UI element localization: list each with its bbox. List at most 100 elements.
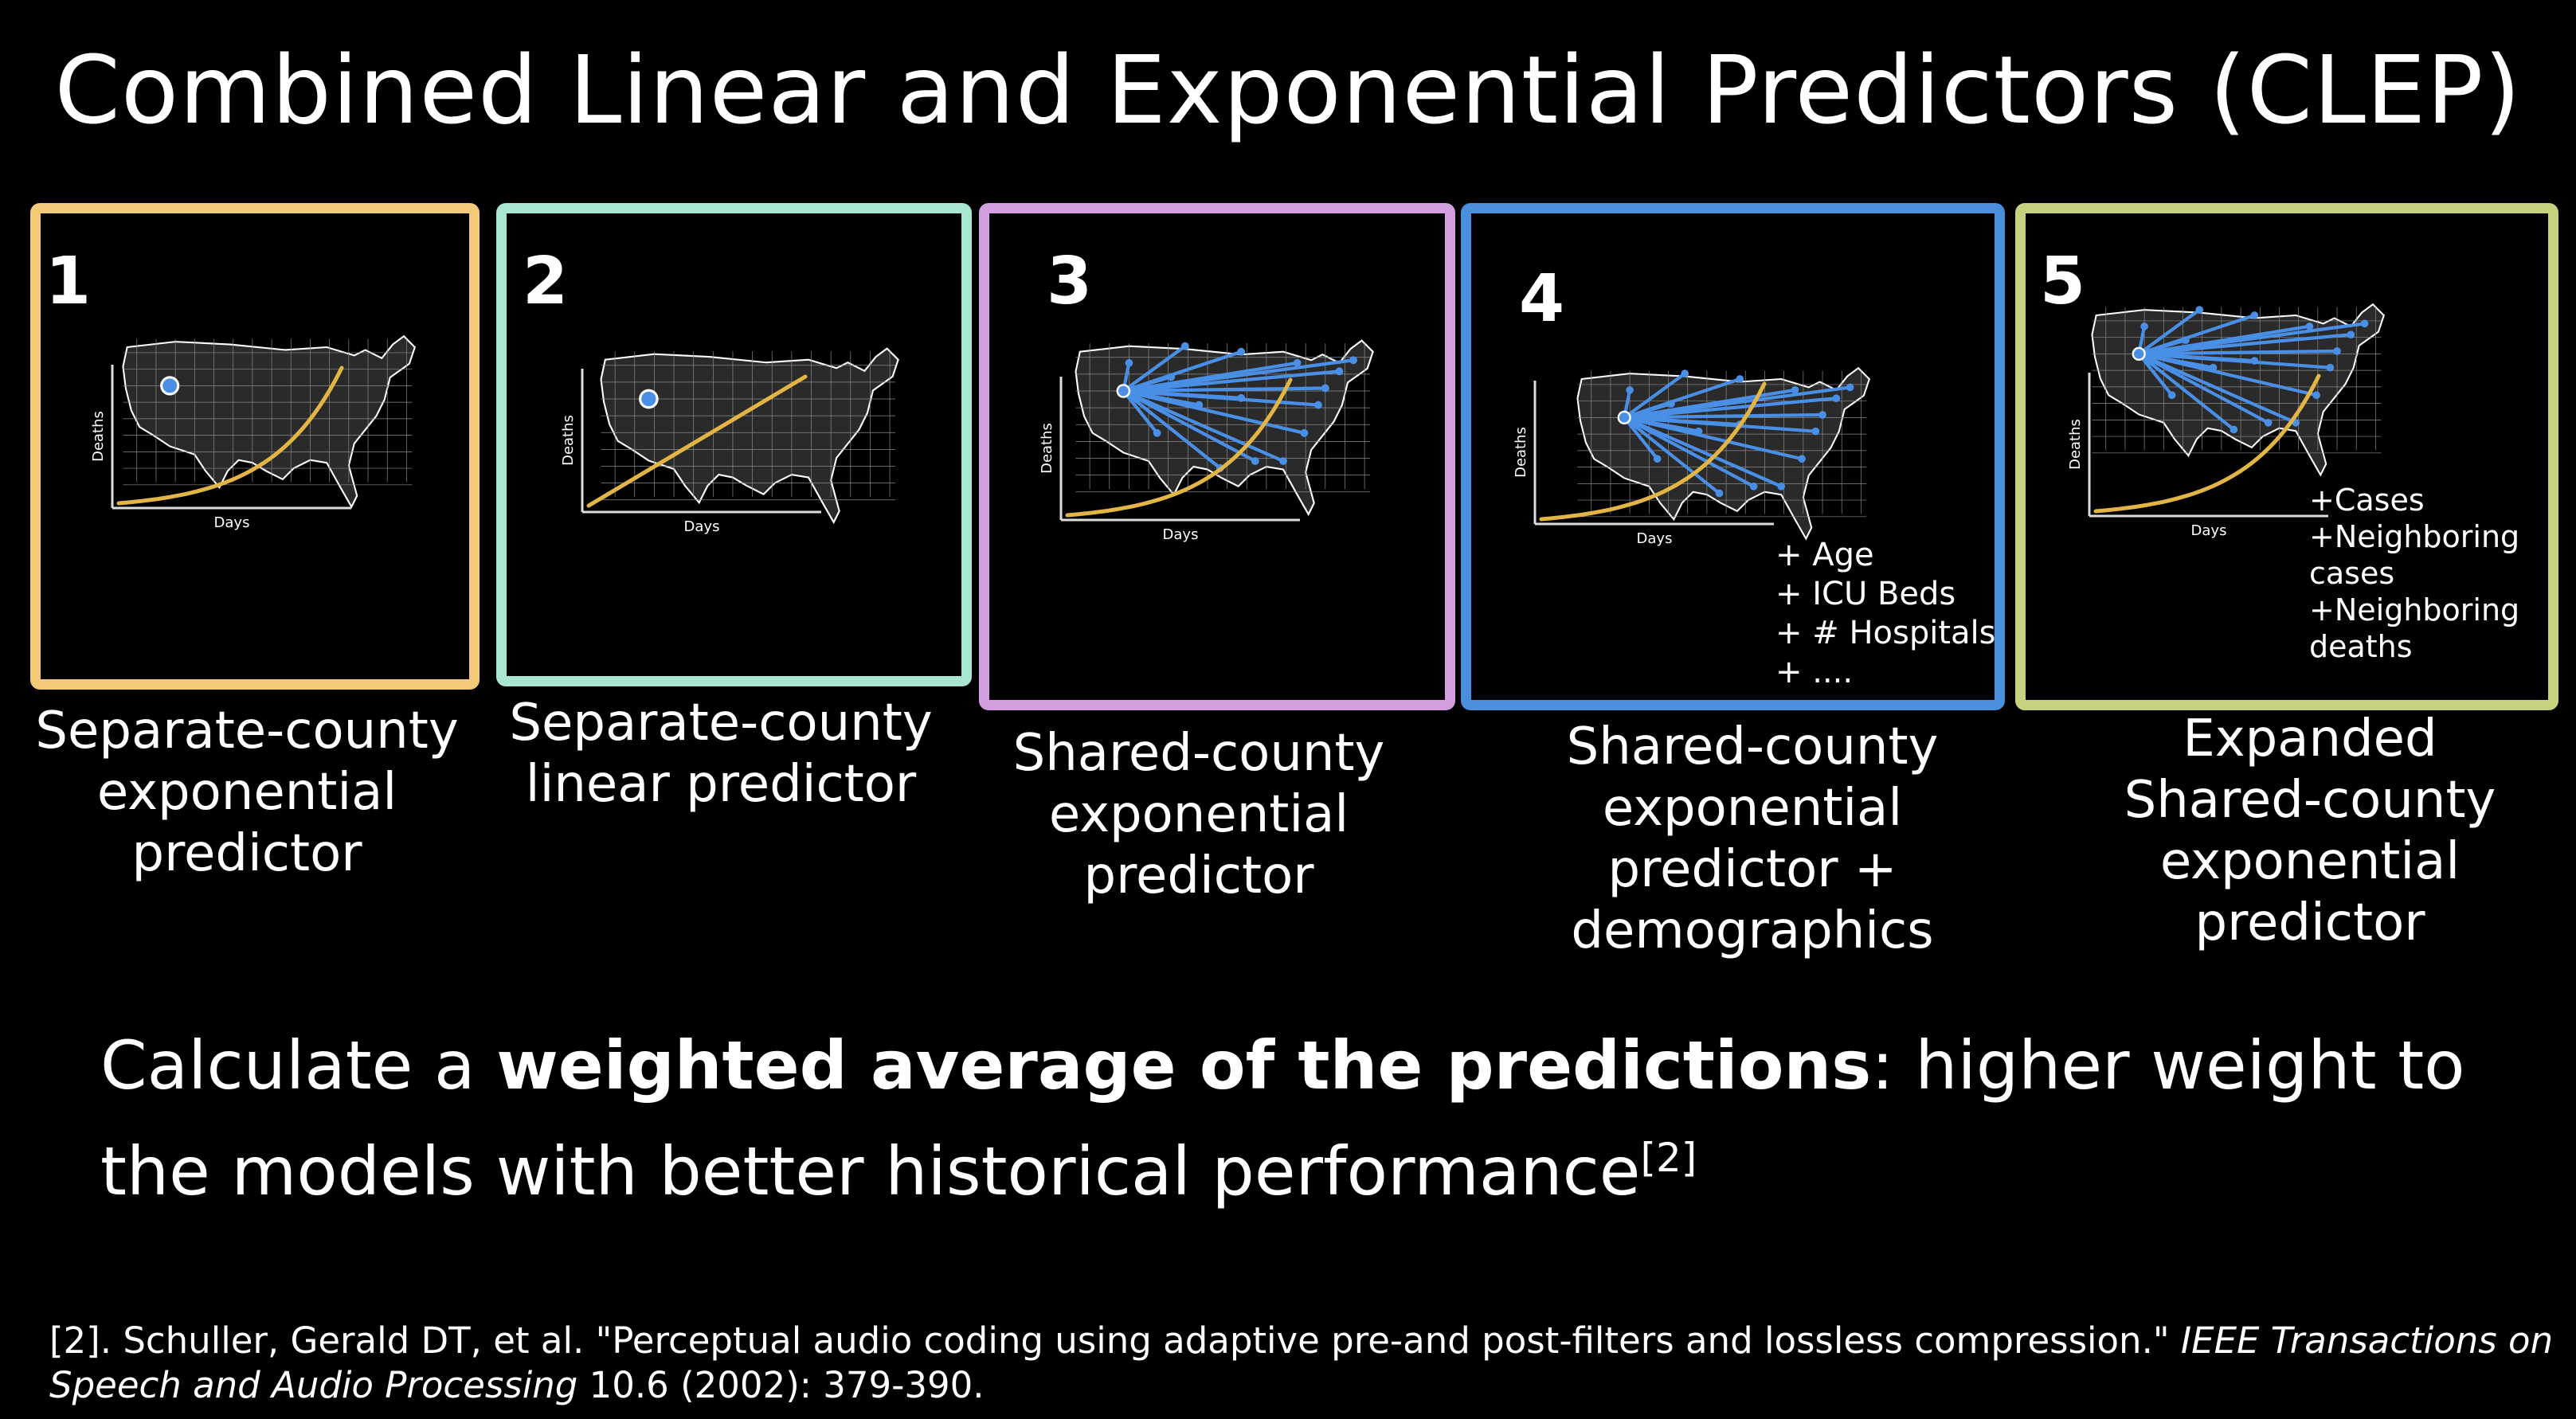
y-axis-label: Deaths [1513, 427, 1529, 478]
connection-line [1623, 416, 1783, 488]
connection-line [2138, 352, 2297, 424]
summary-text: Calculate a weighted average of the pred… [100, 1019, 2490, 1218]
neighbor-point [1335, 367, 1344, 376]
panel-4: 4 Days Deaths + Age + ICU Beds + # Hospit… [1461, 203, 2005, 710]
neighbor-point [1818, 411, 1826, 419]
neighbor-point [1736, 375, 1744, 383]
neighbor-point [1293, 358, 1302, 367]
panel-number: 2 [523, 244, 569, 319]
neighbor-point [1237, 393, 1246, 402]
caption-line: Shared-county [2124, 771, 2496, 830]
y-axis-label: Deaths [1039, 423, 1055, 474]
panel-2: 2 Days Deaths [496, 203, 972, 686]
panel-graphic: Days Deaths [1513, 366, 1870, 547]
neighbor-point [1279, 457, 1287, 465]
neighbor-point [1694, 427, 1703, 436]
feature-item: + ICU Beds [1775, 576, 1956, 612]
caption-line: Shared-county [1566, 717, 1939, 776]
caption-line: predictor [1083, 846, 1314, 905]
feature-item: deaths [2309, 629, 2413, 664]
caption-line: exponential [1602, 779, 1903, 838]
neighbor-point [2230, 425, 2238, 434]
neighbor-point [2360, 319, 2369, 328]
caption-1: Separate-county exponential predictor [16, 701, 478, 885]
caption-4: Shared-county exponential predictor + de… [1513, 717, 1991, 962]
caption-5: Expanded Shared-county exponential predi… [2071, 709, 2549, 954]
deaths-chart: Days Deaths [90, 365, 351, 531]
caption-line: Separate-county [35, 702, 459, 760]
neighbor-point [1314, 401, 1322, 409]
deaths-chart: Days Deaths [1039, 377, 1300, 543]
county-point-core [1619, 412, 1630, 423]
neighbor-point [2195, 306, 2204, 314]
panel-graphic: Days Deaths [1039, 339, 1374, 543]
connection-line [1624, 412, 1823, 420]
reference-journal: IEEE Transactions on Speech and Audio Pr… [49, 1319, 2554, 1406]
connection-line [1122, 375, 1172, 393]
x-axis-label: Days [2191, 522, 2227, 539]
neighbor-point [2305, 322, 2314, 330]
caption-line: Separate-county [509, 694, 933, 752]
connection-line [1122, 389, 1284, 463]
connection-line [1122, 344, 1187, 393]
x-axis-label: Days [684, 518, 720, 535]
neighbor-point [2250, 311, 2259, 319]
neighbor-point [2312, 391, 2320, 400]
county-point-core [2133, 349, 2144, 359]
connection-line [1623, 416, 1659, 460]
county-point-core [641, 391, 656, 407]
feature-item: +Neighboring [2309, 519, 2520, 554]
summary-pre: Calculate a [100, 1026, 497, 1104]
connection-line [2138, 352, 2269, 424]
y-axis-label: Deaths [2067, 419, 2084, 470]
panel-graphic: Days Deaths [560, 347, 899, 535]
neighbor-point [2167, 391, 2176, 400]
us-map-icon [1576, 366, 1870, 541]
caption-line: exponential [96, 763, 397, 822]
neighbor-point [1251, 457, 1259, 465]
deaths-chart: Days Deaths [2067, 373, 2328, 539]
connection-line [1623, 372, 1686, 420]
feature-list: +Cases +Neighboring cases +Neighboring d… [2309, 482, 2519, 665]
caption-line: exponential [1048, 785, 1349, 844]
connection-line [1623, 416, 1755, 488]
panel-number: 5 [2040, 244, 2086, 319]
neighbor-point [1777, 482, 1786, 491]
caption-line: Shared-county [1012, 724, 1385, 783]
neighbor-point [1153, 428, 1161, 437]
us-outline [1075, 339, 1374, 517]
us-map-icon [2091, 303, 2385, 477]
connection-line [1123, 386, 1325, 393]
us-map-icon [600, 347, 899, 525]
panel-1: 1 Days Deaths [30, 203, 480, 690]
prediction-curve [586, 374, 808, 508]
connection-line [1122, 389, 1159, 435]
neighbor-point [2209, 363, 2218, 372]
neighbor-point [1321, 384, 1329, 393]
caption-line: demographics [1571, 901, 1934, 960]
caption-2: Separate-county linear predictor [490, 693, 952, 815]
neighbor-point [1349, 356, 1357, 365]
neighbor-point [1180, 342, 1189, 350]
feature-item: cases [2309, 556, 2395, 591]
neighbor-point [2347, 330, 2355, 339]
neighbor-point [1237, 347, 1246, 356]
us-outline [1576, 366, 1870, 541]
connection-line [1623, 385, 1850, 420]
neighbor-point [1791, 386, 1799, 394]
reference-details: 10.6 (2002): 379-390. [577, 1364, 985, 1406]
neighbor-point [1715, 489, 1724, 498]
county-point-core [162, 378, 178, 393]
panel-number: 1 [45, 244, 92, 319]
x-axis-label: Days [1637, 530, 1673, 547]
caption-3: Shared-county exponential predictor [968, 723, 1430, 907]
panel-5: 5 Days Deaths +Cases +Neighboring cases +… [2015, 203, 2558, 710]
neighbor-point [1798, 455, 1806, 463]
panel-number: 3 [1047, 244, 1093, 319]
caption-line: Expanded [2183, 710, 2437, 768]
reference-text: [2]. Schuller, Gerald DT, et al. "Percep… [49, 1319, 2181, 1362]
y-axis-label: Deaths [90, 411, 107, 462]
neighbor-point [1195, 401, 1204, 409]
neighbor-point [2250, 357, 2259, 365]
connection-line [2137, 353, 2174, 397]
